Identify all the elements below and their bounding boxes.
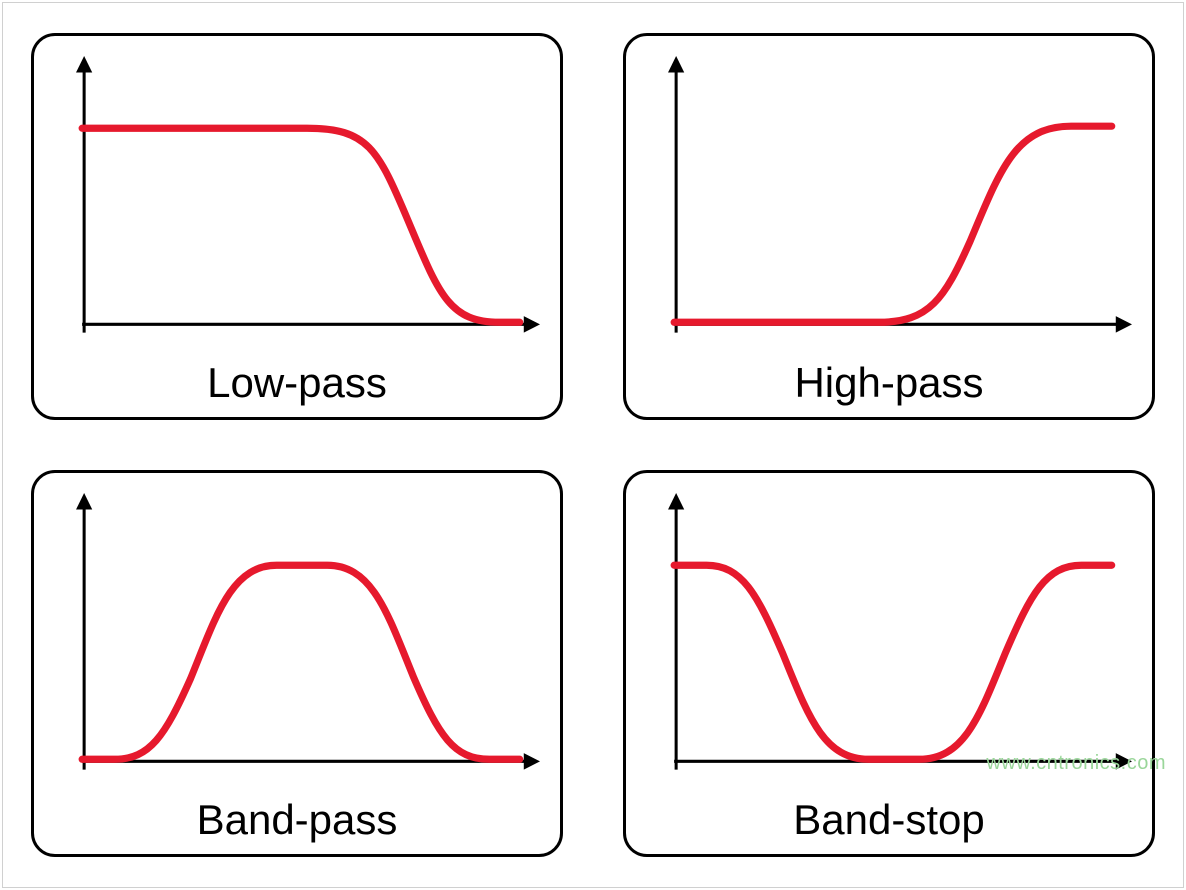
label-low-pass: Low-pass bbox=[34, 359, 560, 407]
y-axis-arrow-icon bbox=[668, 493, 684, 510]
label-high-pass: High-pass bbox=[626, 359, 1152, 407]
watermark-text: www.cntronics.com bbox=[986, 752, 1166, 775]
svg-band-stop bbox=[666, 493, 1132, 782]
panel-band-pass: Band-pass bbox=[31, 470, 563, 857]
panel-band-stop: Band-stop bbox=[623, 470, 1155, 857]
chart-band-stop bbox=[666, 493, 1132, 782]
chart-low-pass bbox=[74, 56, 540, 345]
curve-band-pass bbox=[82, 565, 520, 759]
svg-low-pass bbox=[74, 56, 540, 345]
curve-band-stop bbox=[674, 565, 1112, 759]
chart-band-pass bbox=[74, 493, 540, 782]
x-axis-arrow-icon bbox=[524, 753, 540, 770]
x-axis-arrow-icon bbox=[1116, 316, 1132, 333]
y-axis-arrow-icon bbox=[668, 56, 684, 73]
svg-high-pass bbox=[666, 56, 1132, 345]
label-band-pass: Band-pass bbox=[34, 796, 560, 844]
x-axis-arrow-icon bbox=[524, 316, 540, 333]
chart-high-pass bbox=[666, 56, 1132, 345]
panel-high-pass: High-pass bbox=[623, 33, 1155, 420]
curve-low-pass bbox=[82, 128, 520, 322]
y-axis-arrow-icon bbox=[76, 56, 92, 73]
y-axis-arrow-icon bbox=[76, 493, 92, 510]
label-band-stop: Band-stop bbox=[626, 796, 1152, 844]
panel-low-pass: Low-pass bbox=[31, 33, 563, 420]
svg-band-pass bbox=[74, 493, 540, 782]
curve-high-pass bbox=[674, 126, 1112, 322]
